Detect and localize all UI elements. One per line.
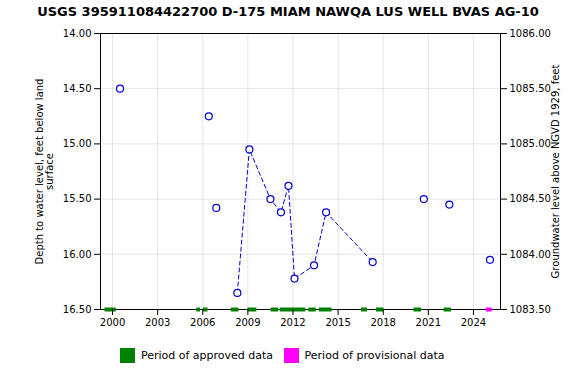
svg-text:2003: 2003 <box>145 317 170 328</box>
svg-text:2006: 2006 <box>190 317 215 328</box>
svg-text:2024: 2024 <box>461 317 486 328</box>
svg-text:14.50: 14.50 <box>63 83 92 94</box>
svg-text:2009: 2009 <box>235 317 260 328</box>
svg-text:Depth to water level, feet bel: Depth to water level, feet below landsur… <box>34 79 55 265</box>
html-text:Period of provisional data: Period of provisional data <box>304 349 445 362</box>
svg-text:1085.00: 1085.00 <box>510 138 551 149</box>
svg-text:1084.50: 1084.50 <box>510 193 551 204</box>
svg-text:1083.50: 1083.50 <box>510 304 551 315</box>
svg-text:1086.00: 1086.00 <box>510 28 551 39</box>
svg-text:16.00: 16.00 <box>63 249 92 260</box>
svg-text:2000: 2000 <box>100 317 125 328</box>
svg-text:15.50: 15.50 <box>63 193 92 204</box>
svg-text:1084.00: 1084.00 <box>510 249 551 260</box>
svg-text:2015: 2015 <box>325 317 350 328</box>
svg-text:1085.50: 1085.50 <box>510 83 551 94</box>
svg-text:14.00: 14.00 <box>63 28 92 39</box>
svg-text:16.50: 16.50 <box>63 304 92 315</box>
svg-text:2012: 2012 <box>280 317 305 328</box>
html-text:USGS 395911084422700 D-175 MIA: USGS 395911084422700 D-175 MIAM NAWQA LU… <box>37 4 539 19</box>
html-text:Period of approved data: Period of approved data <box>140 349 274 362</box>
svg-text:2021: 2021 <box>416 317 441 328</box>
svg-text:2018: 2018 <box>370 317 395 328</box>
svg-text:Groundwater level above NGVD 1: Groundwater level above NGVD 1929, feet <box>550 65 561 279</box>
svg-text:15.00: 15.00 <box>63 138 92 149</box>
